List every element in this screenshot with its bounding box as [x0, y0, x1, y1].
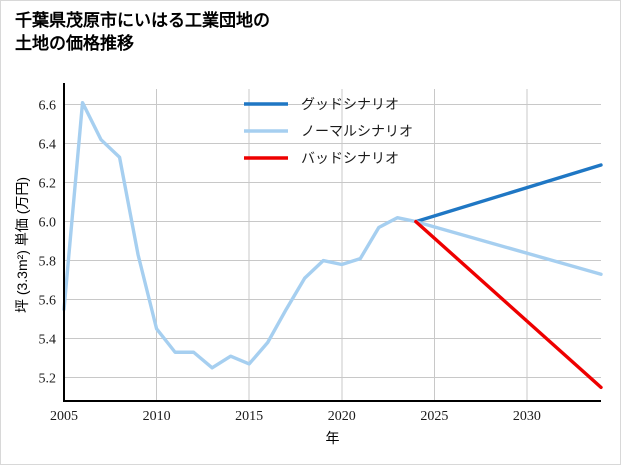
legend-label: バッドシナリオ: [301, 152, 399, 167]
y-tick-label: 5.4: [39, 333, 57, 348]
legend-label: グッドシナリオ: [301, 97, 399, 113]
data-series: [62, 100, 603, 390]
x-tick-label: 2020: [328, 409, 356, 424]
legend-label: ノーマルシナリオ: [301, 125, 413, 140]
gridlines: [63, 89, 601, 401]
x-tick-label: 2005: [50, 409, 78, 424]
x-tick-label: 2015: [235, 409, 263, 424]
y-tick-label: 6.4: [39, 138, 57, 153]
y-tick-label: 6.2: [39, 177, 57, 192]
axis-lines: [62, 83, 601, 403]
y-tick-label: 6.6: [39, 99, 57, 114]
x-tick-label: 2025: [420, 409, 448, 424]
page-title: 千葉県茂原市にいはる工業団地の 土地の価格推移: [15, 11, 270, 54]
series-line: [414, 163, 603, 224]
y-tick-label: 5.8: [39, 255, 57, 270]
y-tick-label: 5.6: [39, 294, 57, 309]
x-tick-label: 2010: [143, 409, 171, 424]
y-tick-label: 6.0: [39, 216, 57, 231]
series-line: [414, 219, 603, 390]
x-axis-label: 年: [326, 430, 340, 446]
x-tick-label: 2030: [513, 409, 541, 424]
y-tick-label: 5.2: [39, 372, 57, 387]
series-line: [62, 100, 603, 370]
y-axis-tick-labels: 5.2 5.4 5.6 5.8 6.0 6.2 6.4 6.6: [39, 99, 57, 387]
y-axis-label: 坪 (3.3m²) 単価 (万円): [14, 177, 30, 313]
x-axis-tick-labels: 2005 2010 2015 2020 2025 2030: [50, 409, 541, 424]
